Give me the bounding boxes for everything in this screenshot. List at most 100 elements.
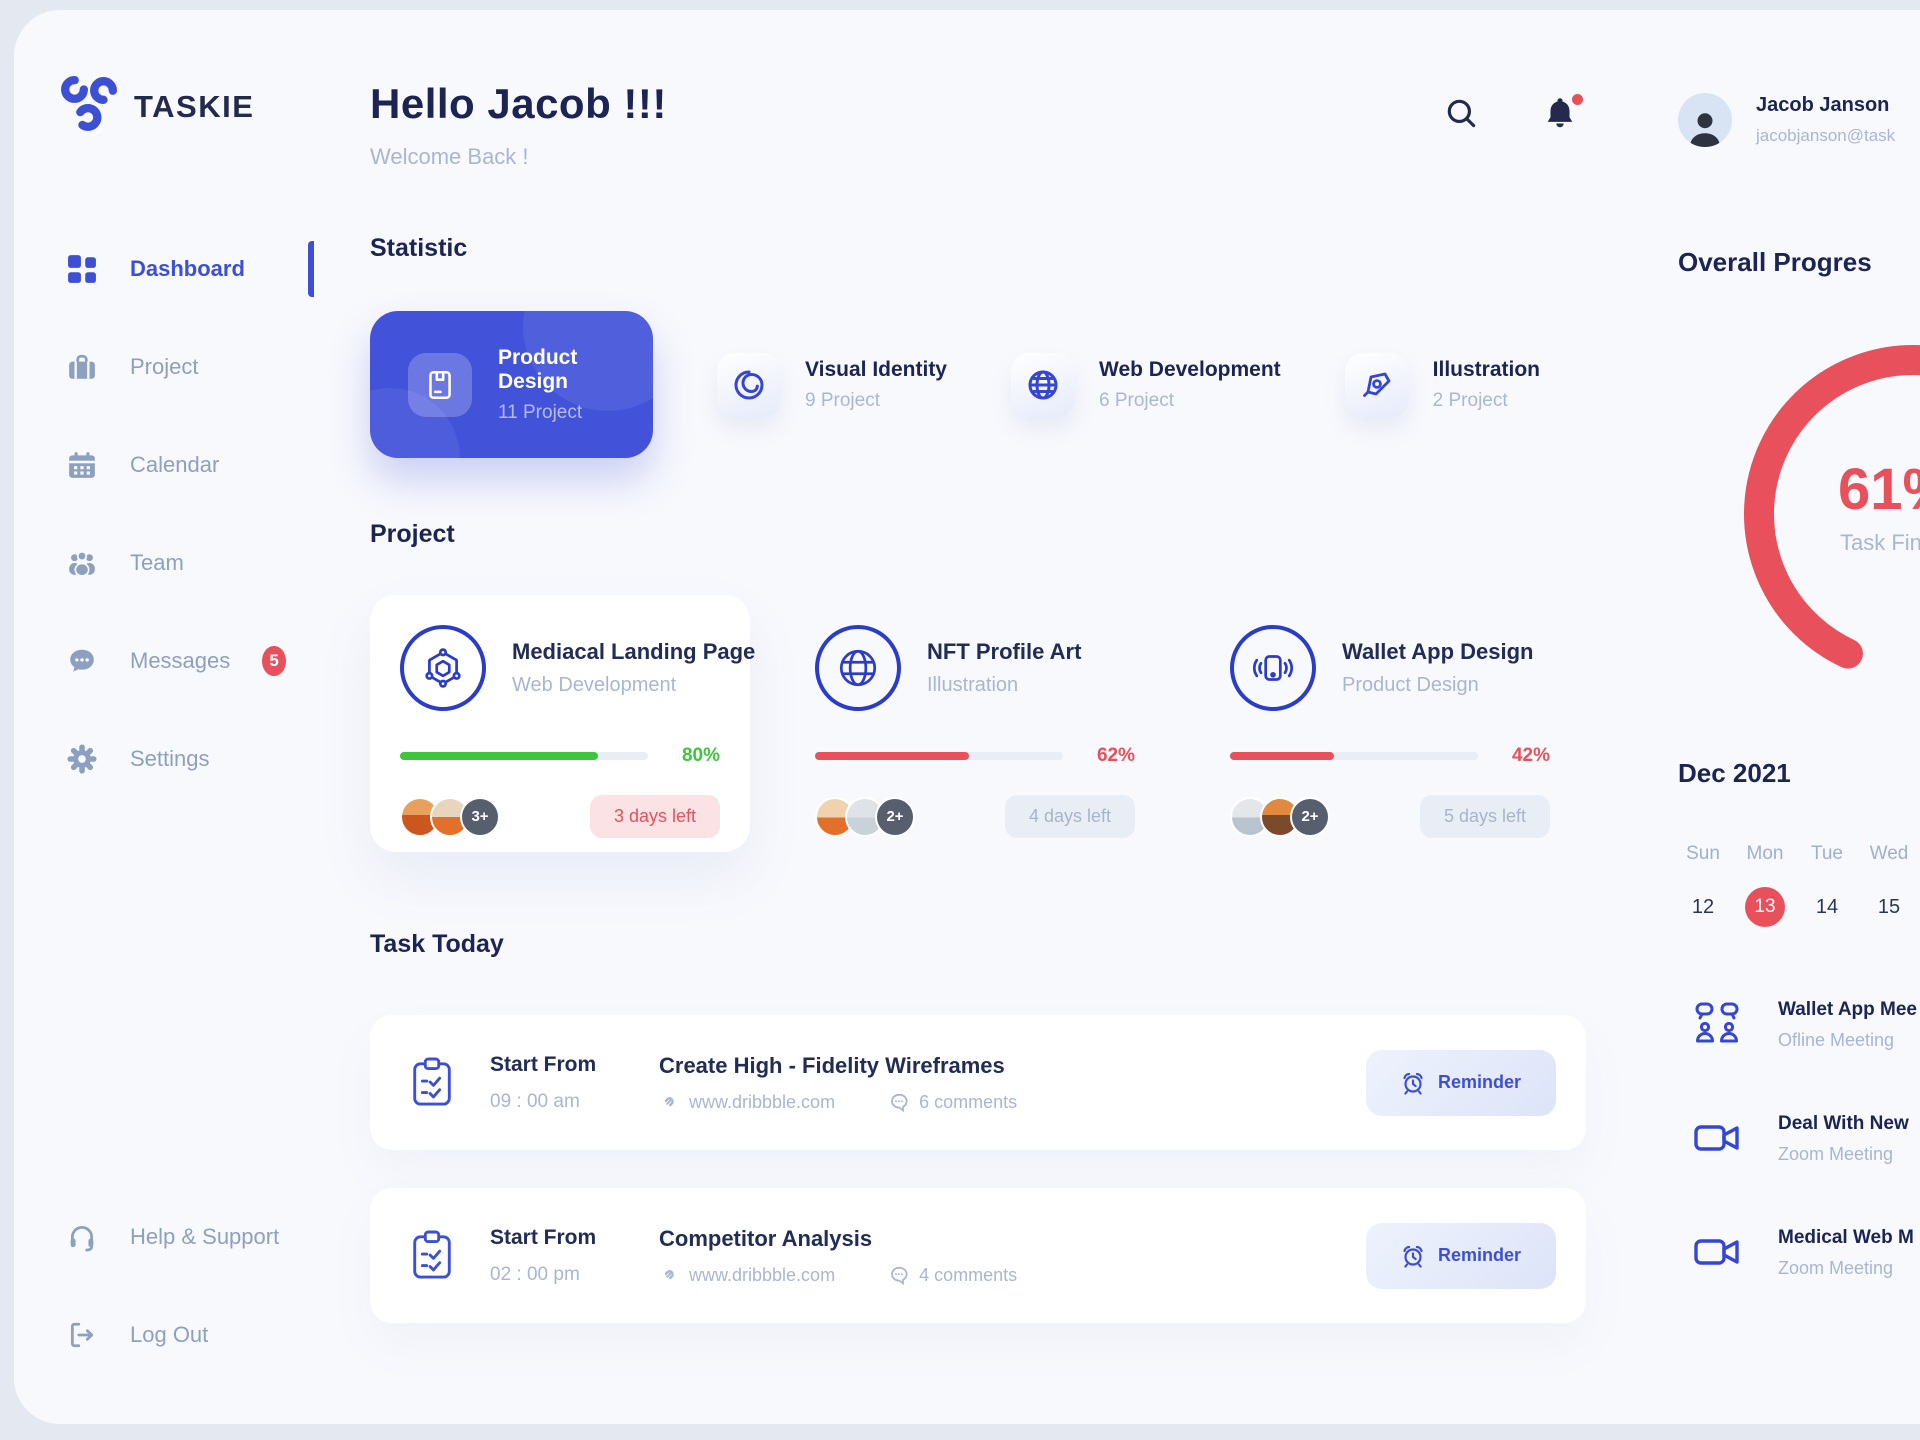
messages-badge: 5 [262, 646, 286, 676]
user-profile[interactable]: Jacob Janson jacobjanson@task [1678, 93, 1920, 147]
sidebar-item-label: Log Out [130, 1322, 209, 1347]
team-icon [66, 547, 98, 579]
meeting-item[interactable]: Medical Web M Zoom Meeting [1692, 1227, 1920, 1279]
weekday-label: Mon [1746, 843, 1784, 864]
headset-icon [66, 1221, 98, 1253]
link-icon [664, 1270, 674, 1280]
chat-icon [66, 645, 98, 677]
meeting-subtitle: Ofline Meeting [1778, 1030, 1895, 1050]
project-title: NFT Profile Art [927, 639, 1082, 664]
days-left-badge: 4 days left [1004, 795, 1135, 838]
weekday-label: Wed [1869, 843, 1909, 864]
weekday-label: Sun [1686, 843, 1720, 864]
task-link[interactable]: www.dribbble.com [659, 1092, 835, 1113]
stat-item-web-development[interactable]: Web Development 6 Project [1011, 352, 1281, 417]
sidebar: TASKIE Dashboard [14, 10, 314, 1424]
sidebar-item-messages[interactable]: Messages 5 [14, 612, 314, 710]
sidebar-item-logout[interactable]: Log Out [14, 1286, 314, 1384]
sidebar-item-project[interactable]: Project [14, 318, 314, 416]
calendar-date[interactable]: 15 [1877, 895, 1901, 918]
project-category: Web Development [512, 674, 677, 696]
task-start-label: Start From [490, 1225, 597, 1249]
stat-card-product-design[interactable]: Product Design 11 Project [370, 311, 653, 458]
meeting-title: Medical Web M [1778, 1227, 1914, 1248]
project-title: Wallet App Design [1342, 639, 1534, 664]
task-title: Competitor Analysis [659, 1225, 873, 1251]
member-avatars: 3+ [400, 796, 500, 837]
sidebar-item-label: Dashboard [130, 256, 245, 281]
task-comments[interactable]: 4 comments [889, 1265, 1017, 1286]
search-icon[interactable] [1444, 96, 1480, 132]
hexagon-network-icon [400, 625, 486, 711]
progress-percent: 80% [681, 745, 720, 766]
grid-icon [66, 253, 98, 285]
sidebar-item-settings[interactable]: Settings [14, 710, 314, 808]
right-panel: Jacob Janson jacobjanson@task Overall Pr… [1650, 10, 1920, 1424]
sidebar-item-label: Calendar [130, 452, 220, 477]
sidebar-item-team[interactable]: Team [14, 514, 314, 612]
avatar [1230, 796, 1270, 837]
project-section-title: Project [370, 520, 455, 548]
sidebar-item-label: Messages [130, 648, 231, 673]
overall-progress-ring: 61% Task Finis [1678, 278, 1920, 683]
task-title: Create High - Fidelity Wireframes [659, 1052, 1005, 1078]
meeting-item[interactable]: Wallet App Mee Ofline Meeting [1692, 999, 1920, 1051]
reminder-button[interactable]: Reminder [1366, 1049, 1556, 1116]
calendar-weekdays: Sun Mon Tue Wed [1672, 843, 1920, 865]
project-progress: 42% [1230, 745, 1550, 767]
globe-icon [1011, 352, 1075, 417]
avatar-extra-count: 3+ [460, 796, 500, 837]
briefcase-icon [66, 351, 98, 383]
stat-item-illustration[interactable]: Illustration 2 Project [1344, 352, 1540, 417]
page-header: Hello Jacob !!! Welcome Back ! [370, 80, 1650, 170]
reminder-button[interactable]: Reminder [1366, 1222, 1556, 1289]
calendar-date[interactable]: 12 [1691, 895, 1715, 918]
page-subtitle: Welcome Back ! [370, 144, 529, 169]
task-comments[interactable]: 6 comments [889, 1092, 1017, 1113]
profile-email: jacobjanson@task [1756, 126, 1896, 145]
task-start-label: Start From [490, 1052, 597, 1076]
sidebar-item-help-support[interactable]: Help & Support [14, 1188, 314, 1286]
project-card[interactable]: Wallet App Design Product Design 42% 2+ … [1200, 595, 1580, 852]
notification-dot [1572, 94, 1583, 105]
calendar-icon [66, 449, 98, 481]
stat-item-visual-identity[interactable]: Visual Identity 9 Project [717, 352, 947, 417]
meeting-subtitle: Zoom Meeting [1778, 1258, 1894, 1278]
avatar-extra-count: 2+ [1290, 796, 1330, 837]
comment-icon [891, 1093, 908, 1112]
days-left-badge: 3 days left [589, 795, 720, 838]
sidebar-item-calendar[interactable]: Calendar [14, 416, 314, 514]
meeting-subtitle: Zoom Meeting [1778, 1144, 1894, 1164]
bell-icon[interactable] [1542, 94, 1583, 132]
clipboard-icon [408, 1055, 456, 1111]
profile-name: Jacob Janson [1756, 94, 1890, 116]
project-progress: 62% [815, 745, 1135, 767]
calendar-dates: 12 13 14 15 [1672, 887, 1920, 927]
task-row[interactable]: Start From 02 : 00 pm Competitor Analysi… [370, 1188, 1586, 1323]
meeting-list: Wallet App Mee Ofline Meeting Deal With … [1678, 999, 1920, 1279]
main-content: Hello Jacob !!! Welcome Back ! [314, 10, 1650, 1424]
days-left-badge: 5 days left [1419, 795, 1550, 838]
stat-item-title: Web Development [1099, 357, 1281, 381]
people-meeting-icon [1692, 999, 1744, 1051]
globe-outline-icon [815, 625, 901, 711]
progress-fill [1230, 752, 1335, 760]
task-row[interactable]: Start From 09 : 00 am Create High - Fide… [370, 1015, 1586, 1150]
sidebar-item-dashboard[interactable]: Dashboard [14, 220, 314, 318]
stat-item-count: 6 Project [1099, 389, 1174, 411]
task-link[interactable]: www.dribbble.com [659, 1265, 835, 1286]
swirl-icon [717, 352, 781, 417]
gear-icon [66, 743, 98, 775]
project-category: Product Design [1342, 674, 1479, 696]
sidebar-item-label: Settings [130, 746, 210, 771]
calendar-date[interactable]: 14 [1815, 895, 1839, 918]
project-card[interactable]: NFT Profile Art Illustration 62% 2+ 4 da… [785, 595, 1165, 852]
calendar-date-selected[interactable]: 13 [1734, 887, 1796, 927]
project-progress: 80% [400, 745, 720, 767]
project-card[interactable]: Mediacal Landing Page Web Development 80… [370, 595, 755, 852]
link-icon [664, 1097, 674, 1107]
clipboard-icon [408, 1228, 456, 1284]
stat-item-title: Visual Identity [805, 357, 947, 381]
calendar-month: Dec 2021 [1678, 758, 1791, 788]
meeting-item[interactable]: Deal With New Zoom Meeting [1692, 1113, 1920, 1165]
